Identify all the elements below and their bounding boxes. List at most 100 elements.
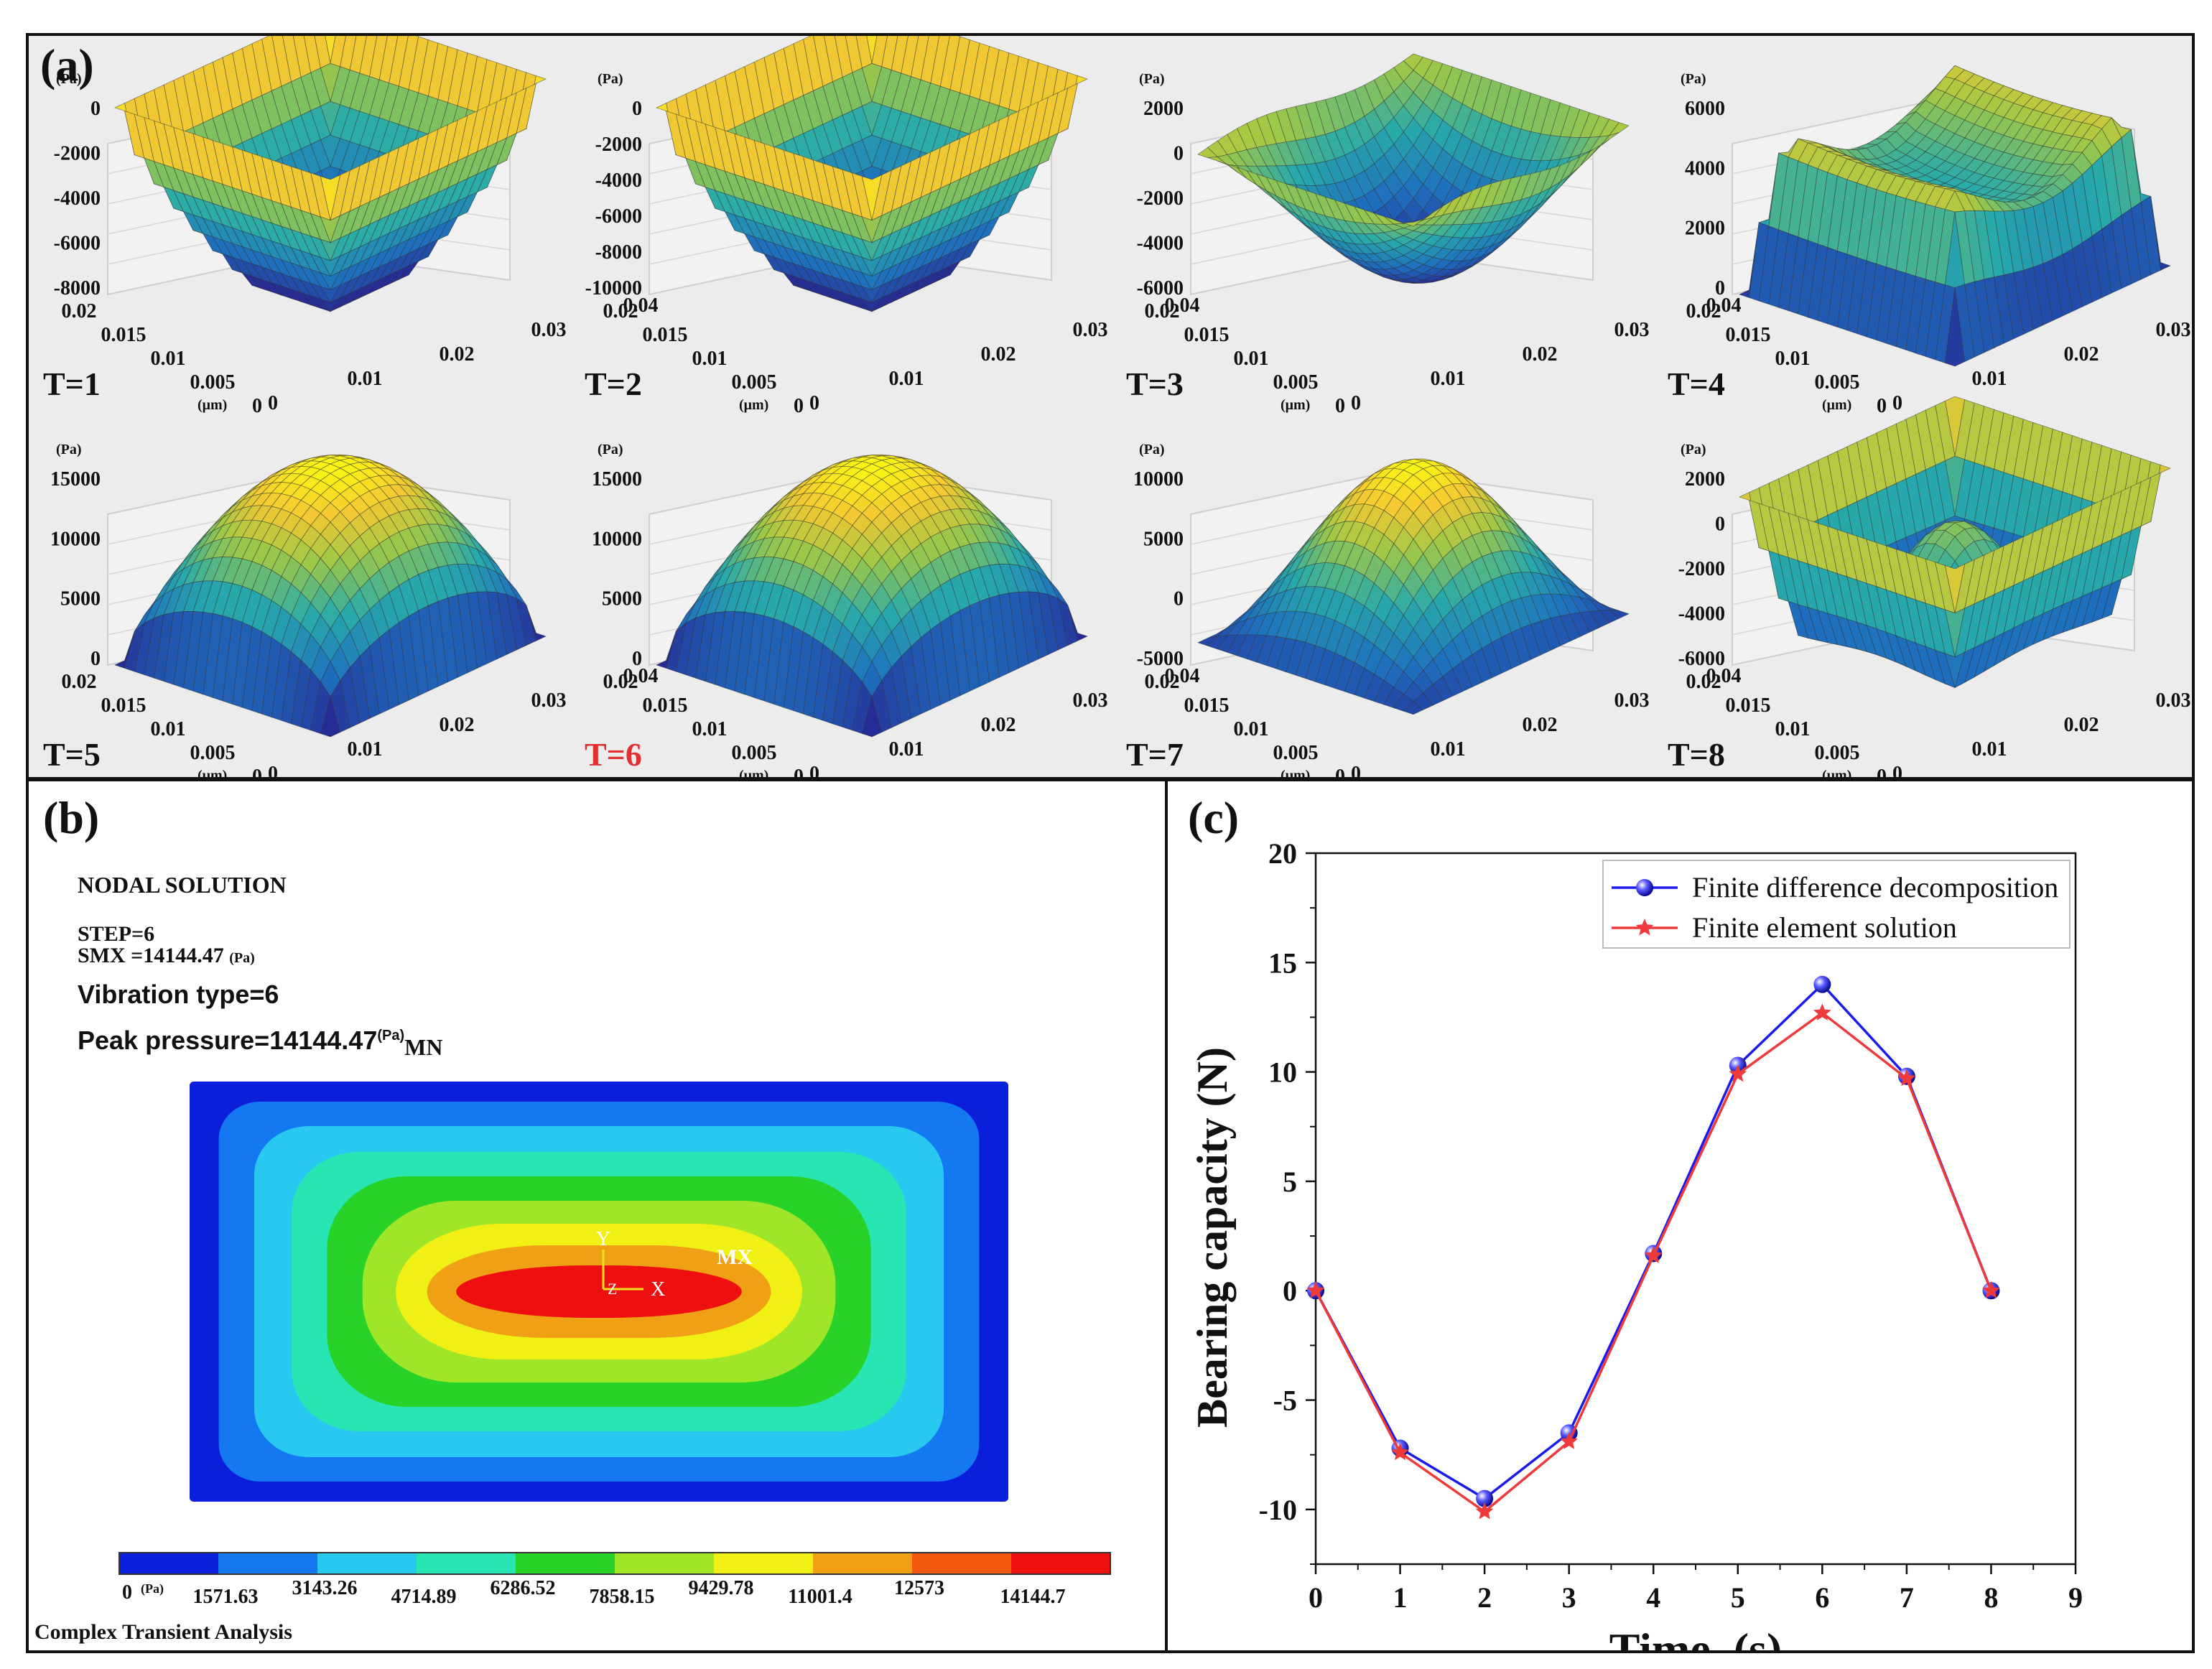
- data-point-star: [1897, 1069, 1916, 1087]
- panel-a-surface-plots: (a) (Pa) 0 -2000 -4000 -6000 -8000 0.02 0.015 0.…: [26, 33, 2195, 780]
- z-tick-label: 0: [632, 648, 642, 670]
- y-axis-label: Bearing capacity (N): [1189, 1047, 1236, 1428]
- x-unit-label: (μm): [1822, 768, 1851, 777]
- subplot-label-t-8: T=8: [1668, 736, 1725, 773]
- colorbar-swatch: [317, 1553, 417, 1574]
- x-tick-label: 0.02: [2064, 343, 2099, 366]
- x-unit-label: (μm): [739, 397, 768, 413]
- x-tick-label: 0.03: [2156, 689, 2191, 712]
- data-point-star: [1813, 1003, 1831, 1021]
- z-tick-label: 0: [1715, 277, 1725, 299]
- y-tick-label: 0.005: [190, 742, 236, 764]
- x-tick-label: 0.04: [623, 294, 659, 317]
- y-tick-label: -10: [1259, 1494, 1297, 1526]
- y-tick-label: 0.02: [62, 671, 97, 693]
- z-tick-label: -4000: [54, 187, 101, 210]
- subplot-label-t-6: T=6: [585, 736, 642, 773]
- x-tick-label: 0.03: [531, 689, 567, 712]
- colorbar-swatch: [119, 1553, 219, 1574]
- data-point-sphere: [1476, 1489, 1494, 1507]
- surface-mesh: [655, 454, 1089, 738]
- surface-mesh: [655, 36, 1089, 312]
- panel-a-label: (a): [40, 39, 94, 90]
- z-tick-label: 5000: [60, 588, 101, 610]
- z-tick-label: -6000: [1137, 277, 1184, 299]
- x-tick-label: 1: [1393, 1581, 1408, 1614]
- y-tick-label: 0.02: [1145, 671, 1180, 693]
- z-tick-label: 0: [1174, 588, 1184, 610]
- x-tick-label: 0: [1892, 392, 1902, 414]
- z-unit-label: (Pa): [1139, 442, 1165, 457]
- z-tick-label: 0: [1715, 513, 1725, 536]
- data-point-star: [1391, 1443, 1409, 1461]
- y-tick-label: 0.015: [643, 324, 688, 346]
- y-tick-label: 0.02: [603, 300, 638, 322]
- z-tick-label: -2000: [54, 143, 101, 165]
- x-tick-label: 0.03: [2156, 319, 2191, 341]
- y-tick-label: 0.015: [101, 324, 147, 346]
- colorbar-swatch: [813, 1553, 913, 1574]
- peak-pressure-label: Peak pressure=14144.47(Pa)MN: [78, 1026, 443, 1061]
- x-tick-label: 4: [1646, 1581, 1660, 1614]
- x-unit-label: (μm): [198, 397, 227, 413]
- y-tick-label: 15: [1268, 947, 1297, 979]
- y-tick-label: 0.02: [62, 300, 97, 322]
- x-tick-label: 0: [1351, 392, 1361, 414]
- x-tick-label: 0.03: [1614, 689, 1650, 712]
- y-tick-label: 0.01: [151, 348, 186, 370]
- surface-subplot: (Pa)20000-2000-4000-60000.020.0150.010.0…: [1126, 53, 1742, 417]
- surface-subplot: (Pa)1500010000500000.020.0150.010.0050(μ…: [585, 442, 1200, 777]
- y-tick-label: 0.005: [190, 371, 236, 394]
- data-point-star: [1475, 1502, 1494, 1520]
- surface-mesh: [1196, 458, 1630, 715]
- x-unit-label: (μm): [1281, 397, 1310, 413]
- y-tick-label: 0: [1335, 395, 1345, 417]
- legend-marker-sphere: [1636, 879, 1653, 896]
- z-tick-label: -8000: [54, 277, 101, 299]
- z-tick-label: 4000: [1685, 157, 1725, 180]
- y-tick-label: 0.02: [603, 671, 638, 693]
- data-point-sphere: [1813, 975, 1831, 993]
- y-tick-label: -5: [1273, 1385, 1297, 1417]
- z-tick-label: -2000: [595, 134, 642, 156]
- subplot-label-t-5: T=5: [43, 736, 101, 773]
- x-tick-label: 0.04: [1165, 294, 1200, 317]
- y-tick-label: 0.01: [1234, 718, 1269, 740]
- x-tick-label: 9: [2068, 1581, 2083, 1614]
- surface-subplot: (Pa)60004000200000.020.0150.010.0050(μm)…: [1668, 65, 2191, 417]
- subplot-label-t-7: T=7: [1126, 736, 1184, 773]
- x-tick-label: 0: [1892, 763, 1902, 777]
- panel-b-label: (b): [43, 792, 100, 843]
- panel-c-label: (c): [1188, 792, 1240, 843]
- y-tick-label: 0: [1335, 766, 1345, 777]
- x-tick-label: 0.03: [1614, 319, 1650, 341]
- surface-subplot: (Pa)1000050000-50000.020.0150.010.0050(μ…: [1126, 442, 1742, 777]
- surface-mesh: [113, 454, 547, 738]
- z-tick-label: 0: [1174, 143, 1184, 165]
- plot-frame: [1314, 852, 2077, 1566]
- colorbar-tick-label: 3143.26: [292, 1577, 358, 1599]
- x-unit-label: (μm): [739, 768, 768, 777]
- z-unit-label: (Pa): [1681, 71, 1706, 87]
- y-tick-label: 0.01: [692, 348, 728, 370]
- mn-marker: MN: [404, 1034, 443, 1061]
- y-tick-label: 0.005: [1815, 742, 1860, 764]
- x-tick-label: 0: [268, 763, 278, 777]
- surface-subplot: (Pa)0-2000-4000-6000-8000-100000.020.015…: [585, 36, 1200, 417]
- x-tick-label: 0.01: [1972, 738, 2007, 761]
- legend-label: Finite element solution: [1692, 911, 1957, 944]
- series-line: [1314, 982, 1993, 1500]
- chart-axes: 0 1 2 3 4 5 6 7 8 9 20 15 10 5 0 -5 -10 Time (s) Bearing c…: [1189, 837, 2083, 1650]
- colorbar-swatch: [912, 1553, 1012, 1574]
- panel-b-contour: (b) NODAL SOLUTION STEP=6 SMX =14144.47 …: [26, 778, 1168, 1653]
- colorbar-low-label: 0: [122, 1581, 132, 1604]
- y-tick-label: 0: [252, 766, 262, 777]
- axis-z-label: Z: [608, 1280, 617, 1298]
- x-tick-label: 0.02: [1523, 714, 1558, 736]
- z-tick-label: 0: [90, 648, 101, 670]
- mx-marker: MX: [717, 1245, 753, 1269]
- colorbar-low-unit: (Pa): [141, 1581, 164, 1596]
- z-tick-label: 0: [90, 98, 101, 120]
- x-tick-label: 0.01: [889, 368, 924, 390]
- x-tick-label: 8: [1984, 1581, 1998, 1614]
